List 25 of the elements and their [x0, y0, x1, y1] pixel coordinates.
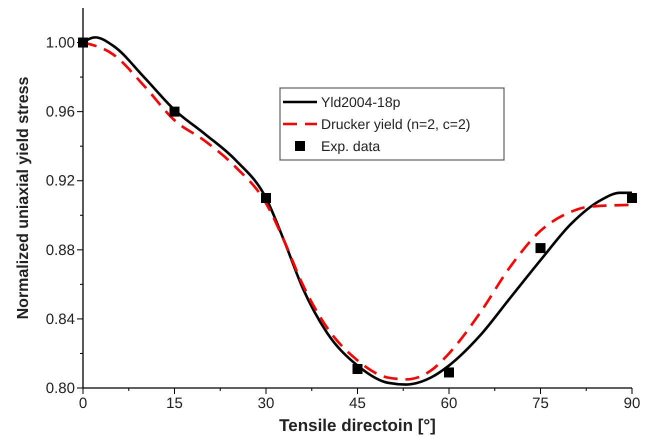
point	[78, 38, 88, 48]
y-tick-label: 0.96	[46, 104, 75, 121]
x-tick-label: 0	[78, 395, 88, 412]
y-tick-label: 0.92	[46, 172, 75, 190]
y-tick-label: 0.80	[46, 380, 75, 397]
x-tick-label: 30	[258, 395, 274, 412]
x-tick-label: 15	[166, 395, 183, 412]
x-tick-label: 60	[440, 395, 458, 412]
legend-label: Exp. data	[321, 138, 380, 154]
legend-label: Drucker yield (n=2, c=2)	[321, 116, 470, 132]
point	[352, 364, 362, 374]
y-tick-label: 0.88	[46, 242, 75, 259]
y-tick-label: 1.00	[46, 34, 75, 52]
x-tick-label: 45	[349, 395, 366, 412]
x-tick-label: 90	[624, 395, 640, 412]
point	[536, 243, 546, 254]
x-axis-title: Tensile directoin [°]	[279, 416, 436, 435]
point	[170, 106, 180, 117]
y-axis-title: Normalized uniaxial yield stress	[15, 76, 32, 320]
x-tick-label: 75	[532, 395, 549, 412]
legend-label: Yld2004-18p	[321, 94, 401, 110]
y-tick-label: 0.84	[46, 310, 75, 328]
point	[627, 193, 637, 203]
point	[444, 367, 454, 378]
point	[261, 193, 271, 203]
